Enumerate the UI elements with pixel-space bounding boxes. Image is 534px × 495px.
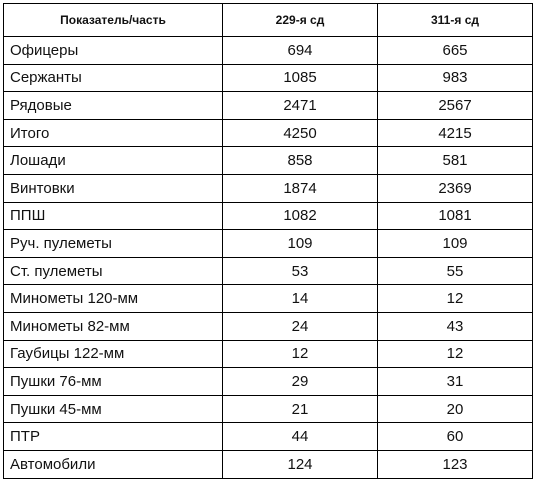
table-row: Руч. пулеметы 109 109: [3, 229, 533, 258]
value-cell: 12: [377, 339, 533, 369]
row-label-cell: Сержанты: [3, 63, 223, 93]
value-cell: 12: [377, 284, 533, 313]
row-label-cell: ППШ: [3, 201, 223, 231]
value-cell: 109: [377, 229, 533, 258]
table-row: Винтовки 1874 2369: [3, 173, 533, 203]
value-cell: 53: [222, 256, 378, 286]
value-cell: 2471: [222, 91, 378, 120]
value-cell: 55: [377, 256, 533, 286]
table-header-row: Показатель/часть 229-я сд 311-я сд: [3, 3, 533, 37]
value-cell: 60: [377, 422, 533, 451]
value-cell: 1081: [377, 201, 533, 231]
row-label-cell: Минометы 120-мм: [3, 284, 223, 313]
value-cell: 24: [222, 311, 378, 341]
table-row: Пушки 45-мм 21 20: [3, 394, 533, 424]
value-cell: 581: [377, 146, 533, 175]
value-cell: 14: [222, 284, 378, 313]
value-cell: 2567: [377, 91, 533, 120]
value-cell: 31: [377, 367, 533, 396]
table-row: ПТР 44 60: [3, 422, 533, 451]
value-cell: 983: [377, 63, 533, 93]
value-cell: 124: [222, 449, 378, 479]
table-row: Офицеры 694 665: [3, 36, 533, 65]
value-cell: 109: [222, 229, 378, 258]
table-row: Пушки 76-мм 29 31: [3, 367, 533, 396]
value-cell: 665: [377, 36, 533, 65]
value-cell: 1874: [222, 173, 378, 203]
value-cell: 2369: [377, 173, 533, 203]
row-label-cell: Офицеры: [3, 36, 223, 65]
table-row: Гаубицы 122-мм 12 12: [3, 339, 533, 369]
row-label-cell: Пушки 45-мм: [3, 394, 223, 424]
row-label-cell: ПТР: [3, 422, 223, 451]
row-label-cell: Ст. пулеметы: [3, 256, 223, 286]
column-header-division-229: 229-я сд: [222, 3, 378, 37]
row-label-cell: Пушки 76-мм: [3, 367, 223, 396]
row-label-cell: Гаубицы 122-мм: [3, 339, 223, 369]
value-cell: 12: [222, 339, 378, 369]
row-label-cell: Рядовые: [3, 91, 223, 120]
value-cell: 123: [377, 449, 533, 479]
row-label-cell: Автомобили: [3, 449, 223, 479]
table-row: Итого 4250 4215: [3, 118, 533, 148]
table-row: Рядовые 2471 2567: [3, 91, 533, 120]
column-header-division-311: 311-я сд: [377, 3, 533, 37]
row-label-cell: Руч. пулеметы: [3, 229, 223, 258]
table-row: Минометы 82-мм 24 43: [3, 311, 533, 341]
value-cell: 1082: [222, 201, 378, 231]
table-row: Минометы 120-мм 14 12: [3, 284, 533, 313]
row-label-cell: Винтовки: [3, 173, 223, 203]
table-row: Автомобили 124 123: [3, 449, 533, 479]
value-cell: 1085: [222, 63, 378, 93]
value-cell: 29: [222, 367, 378, 396]
value-cell: 4250: [222, 118, 378, 148]
value-cell: 21: [222, 394, 378, 424]
row-label-cell: Итого: [3, 118, 223, 148]
value-cell: 4215: [377, 118, 533, 148]
table-row: Ст. пулеметы 53 55: [3, 256, 533, 286]
row-label-cell: Лошади: [3, 146, 223, 175]
table-row: Лошади 858 581: [3, 146, 533, 175]
column-header-indicator: Показатель/часть: [3, 3, 223, 37]
value-cell: 43: [377, 311, 533, 341]
table-row: Сержанты 1085 983: [3, 63, 533, 93]
value-cell: 694: [222, 36, 378, 65]
table-row: ППШ 1082 1081: [3, 201, 533, 231]
row-label-cell: Минометы 82-мм: [3, 311, 223, 341]
value-cell: 20: [377, 394, 533, 424]
value-cell: 44: [222, 422, 378, 451]
data-table: Показатель/часть 229-я сд 311-я сд Офице…: [3, 3, 533, 479]
table-body: Офицеры 694 665 Сержанты 1085 983 Рядовые 2471 2…: [3, 36, 533, 479]
value-cell: 858: [222, 146, 378, 175]
